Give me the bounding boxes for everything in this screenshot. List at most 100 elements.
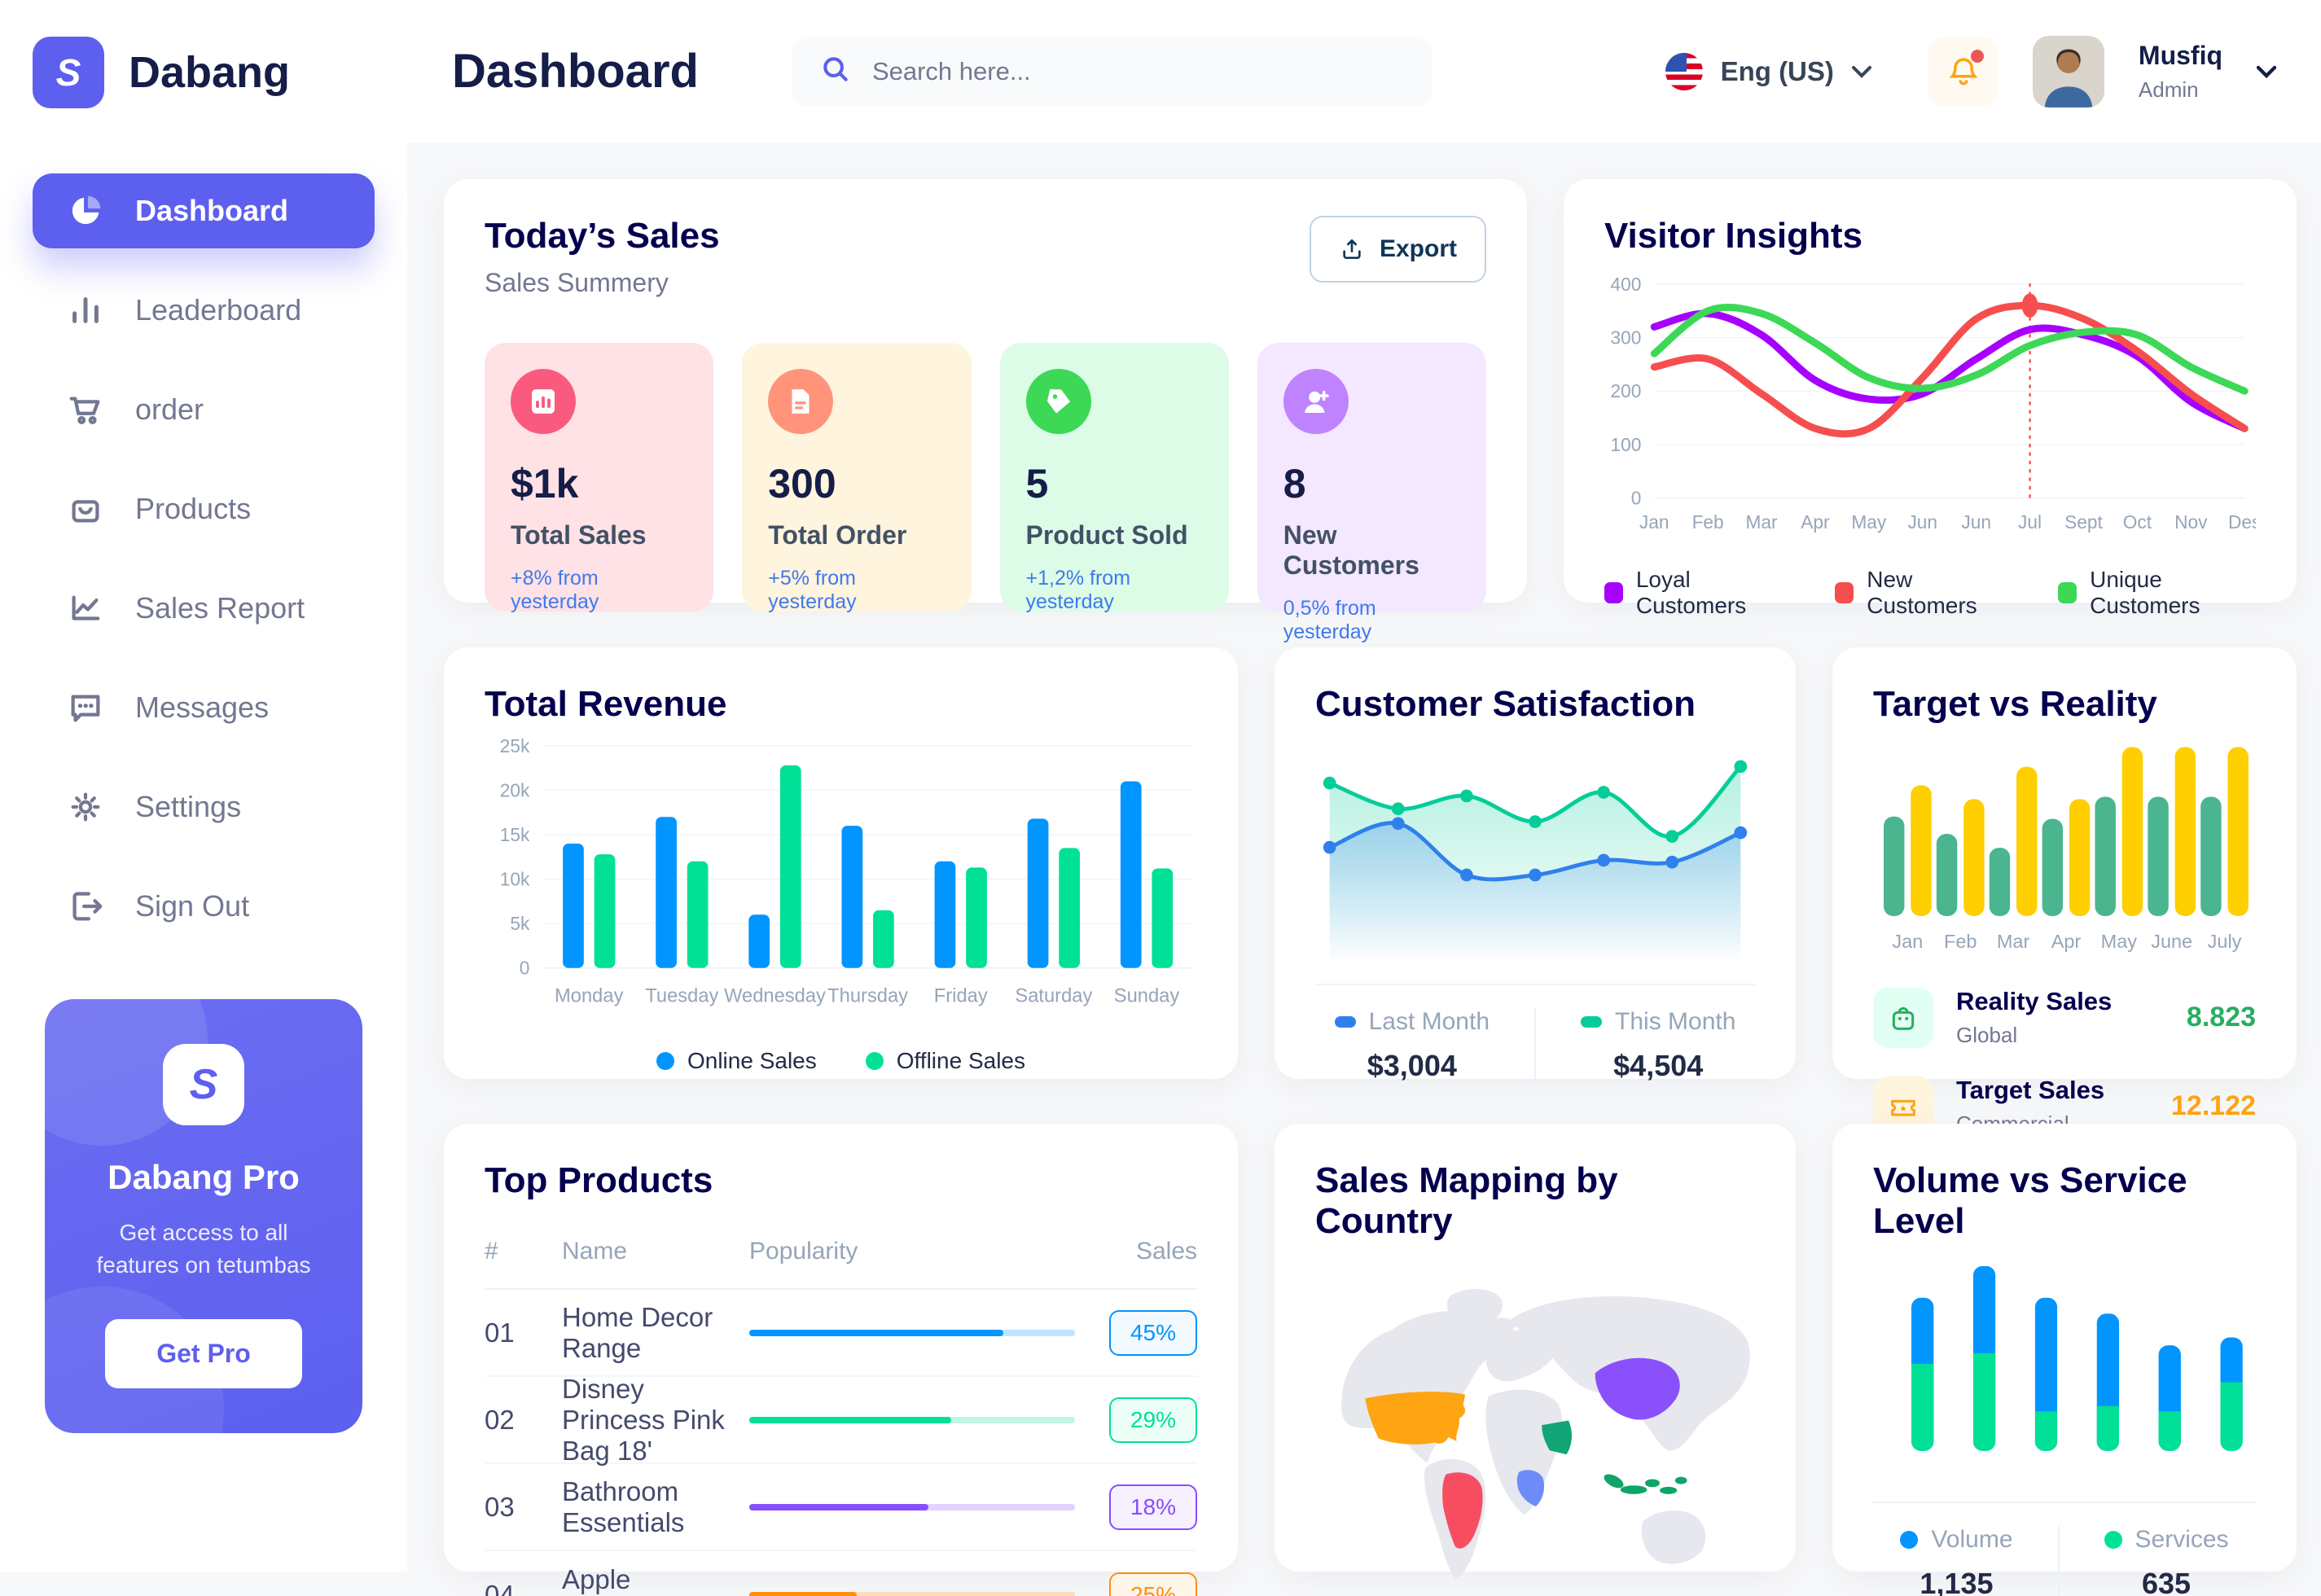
sidebar-item-sales-report[interactable]: Sales Report — [33, 571, 375, 646]
product-row[interactable]: 01 Home Decor Range 45% — [485, 1290, 1197, 1377]
sidebar-item-messages[interactable]: Messages — [33, 670, 375, 745]
search-bar[interactable] — [792, 36, 1432, 107]
visitor-insights-chart: 0 100 200 300 400 Jan Feb Mar Apr May Jun Jun Jul Sep… — [1611, 274, 2262, 533]
todays-sales-card: Today’s Sales Sales Summery Export $1k T… — [444, 179, 1527, 643]
svg-text:Jul: Jul — [2018, 511, 2042, 533]
country-indonesia — [1604, 1474, 1687, 1494]
legend-dot — [1581, 1016, 1603, 1028]
svg-text:Saturday: Saturday — [1015, 985, 1092, 1006]
top-header: Dashboard Eng (US) Musfiq Admin — [407, 0, 2321, 142]
sidebar-item-label: Messages — [135, 691, 270, 724]
product-name: Disney Princess Pink Bag 18' — [562, 1373, 725, 1466]
sidebar-item-products[interactable]: Products — [33, 471, 375, 546]
user-info: Musfiq Admin — [2139, 41, 2222, 103]
search-input[interactable] — [871, 56, 1404, 86]
svg-text:Oct: Oct — [2123, 511, 2152, 533]
svg-text:Jun: Jun — [1907, 511, 1937, 533]
product-row[interactable]: 02 Disney Princess Pink Bag 18' 29% — [485, 1373, 1197, 1466]
main-content: Today’s Sales Sales Summery Export $1k T… — [444, 179, 2297, 1596]
legend-this-month: This Month $4,504 — [1581, 1008, 1735, 1083]
bars-icon — [67, 292, 104, 329]
legend-dot — [1334, 1016, 1356, 1028]
language-label: Eng (US) — [1720, 55, 1834, 86]
todays-sales-title: Today’s Sales — [485, 216, 720, 256]
product-name: Home Decor Range — [562, 1301, 713, 1363]
svg-text:Apr: Apr — [2051, 931, 2082, 952]
product-row[interactable]: 04 Apple Smartwatches 25% — [485, 1551, 1197, 1596]
brand-logo-small-icon: S — [163, 1043, 244, 1125]
total-revenue-card: Total Revenue 0 5k 10k 15k 20k 25k Monday Tuesd… — [444, 647, 1238, 1079]
product-sales-badge: 45% — [1108, 1309, 1197, 1356]
top-products-table-body: 01 Home Decor Range 45% 02 Disney Princes… — [485, 1290, 1197, 1596]
column-header-popularity: Popularity — [749, 1238, 858, 1265]
legend-dot — [1900, 1531, 1919, 1549]
sidebar-nav: Dashboard Leaderboard order Products Sales R… — [0, 173, 407, 944]
sidebar-item-label: order — [135, 392, 204, 426]
legend-swatch — [1604, 582, 1623, 603]
language-selector[interactable]: Eng (US) — [1665, 52, 1871, 90]
legend-services: Services 635 — [2104, 1526, 2229, 1596]
sidebar-item-settings[interactable]: Settings — [33, 770, 375, 844]
avatar[interactable] — [2032, 35, 2104, 107]
signout-icon — [67, 888, 104, 925]
world-map — [1341, 1288, 1750, 1579]
svg-text:Jan: Jan — [1639, 511, 1669, 533]
stat-label: Total Sales — [511, 520, 647, 550]
svg-text:Friday: Friday — [934, 985, 988, 1006]
volume-service-card: Volume vs Service Level Volume 1,135 Servi… — [1832, 1124, 2297, 1596]
country-usa — [1365, 1392, 1466, 1445]
product-popularity-bar — [749, 1416, 1075, 1423]
cart-icon — [67, 391, 104, 428]
stat-card-total-sales: $1k Total Sales +8% from yesterday — [485, 343, 714, 613]
legend-online-sales: Online Sales — [656, 1048, 817, 1074]
sidebar-item-sign-out[interactable]: Sign Out — [33, 869, 375, 944]
column-header-num: # — [485, 1238, 498, 1265]
page-title: Dashboard — [452, 45, 699, 98]
file-icon — [768, 369, 834, 434]
sales-mapping-title: Sales Mapping by Country — [1315, 1160, 1618, 1241]
volume-service-legend: Volume 1,135 Services 635 — [1873, 1526, 2256, 1596]
sales-mapping-card: Sales Mapping by Country — [1275, 1124, 1796, 1579]
legend-dot — [656, 1052, 674, 1070]
total-revenue-legend: Online Sales Offline Sales — [485, 1048, 1197, 1074]
legend-reality-sales: Reality Sales Global 8.823 — [1873, 987, 2256, 1048]
product-row[interactable]: 03 Bathroom Essentials 18% — [485, 1464, 1197, 1551]
pro-card: S Dabang Pro Get access to all features … — [45, 998, 362, 1433]
stat-value: $1k — [511, 461, 579, 506]
visitor-insights-legend: Loyal Customers New Customers Unique Custo… — [1604, 567, 2256, 619]
tag-icon — [1025, 369, 1091, 434]
svg-text:Tuesday: Tuesday — [645, 985, 718, 1006]
country-brazil — [1442, 1472, 1483, 1549]
user-menu-chevron-icon[interactable] — [2257, 62, 2276, 81]
svg-text:Feb: Feb — [1692, 511, 1724, 533]
total-revenue-title: Total Revenue — [485, 684, 727, 724]
brand: S Dabang — [0, 0, 407, 108]
graph-icon — [67, 590, 104, 627]
column-header-sales: Sales — [1135, 1238, 1197, 1265]
get-pro-button[interactable]: Get Pro — [105, 1319, 302, 1388]
sidebar-item-dashboard[interactable]: Dashboard — [33, 173, 375, 248]
bag-icon — [67, 490, 104, 528]
legend-dot — [2104, 1531, 2122, 1549]
product-name: Bathroom Essentials — [562, 1475, 685, 1537]
export-button[interactable]: Export — [1309, 216, 1486, 283]
product-sales-badge: 18% — [1108, 1484, 1197, 1530]
sidebar-item-order[interactable]: order — [33, 372, 375, 447]
svg-text:Nov: Nov — [2174, 511, 2208, 533]
svg-text:200: 200 — [1611, 380, 1642, 401]
legend-swatch — [2058, 582, 2077, 603]
notification-dot — [1970, 49, 1984, 63]
us-flag-icon — [1665, 52, 1703, 90]
notifications-button[interactable] — [1928, 36, 1999, 107]
legend-new-customers: New Customers — [1835, 567, 2009, 619]
sidebar-item-leaderboard[interactable]: Leaderboard — [33, 273, 375, 348]
product-name: Apple Smartwatches — [562, 1563, 732, 1596]
product-rank: 01 — [485, 1317, 515, 1348]
product-popularity-bar — [749, 1503, 1075, 1510]
customer-satisfaction-chart — [1323, 760, 1748, 964]
brand-logo-icon: S — [33, 37, 104, 108]
product-popularity-bar — [749, 1329, 1075, 1336]
svg-text:Mar: Mar — [1745, 511, 1778, 533]
svg-text:300: 300 — [1611, 327, 1642, 348]
